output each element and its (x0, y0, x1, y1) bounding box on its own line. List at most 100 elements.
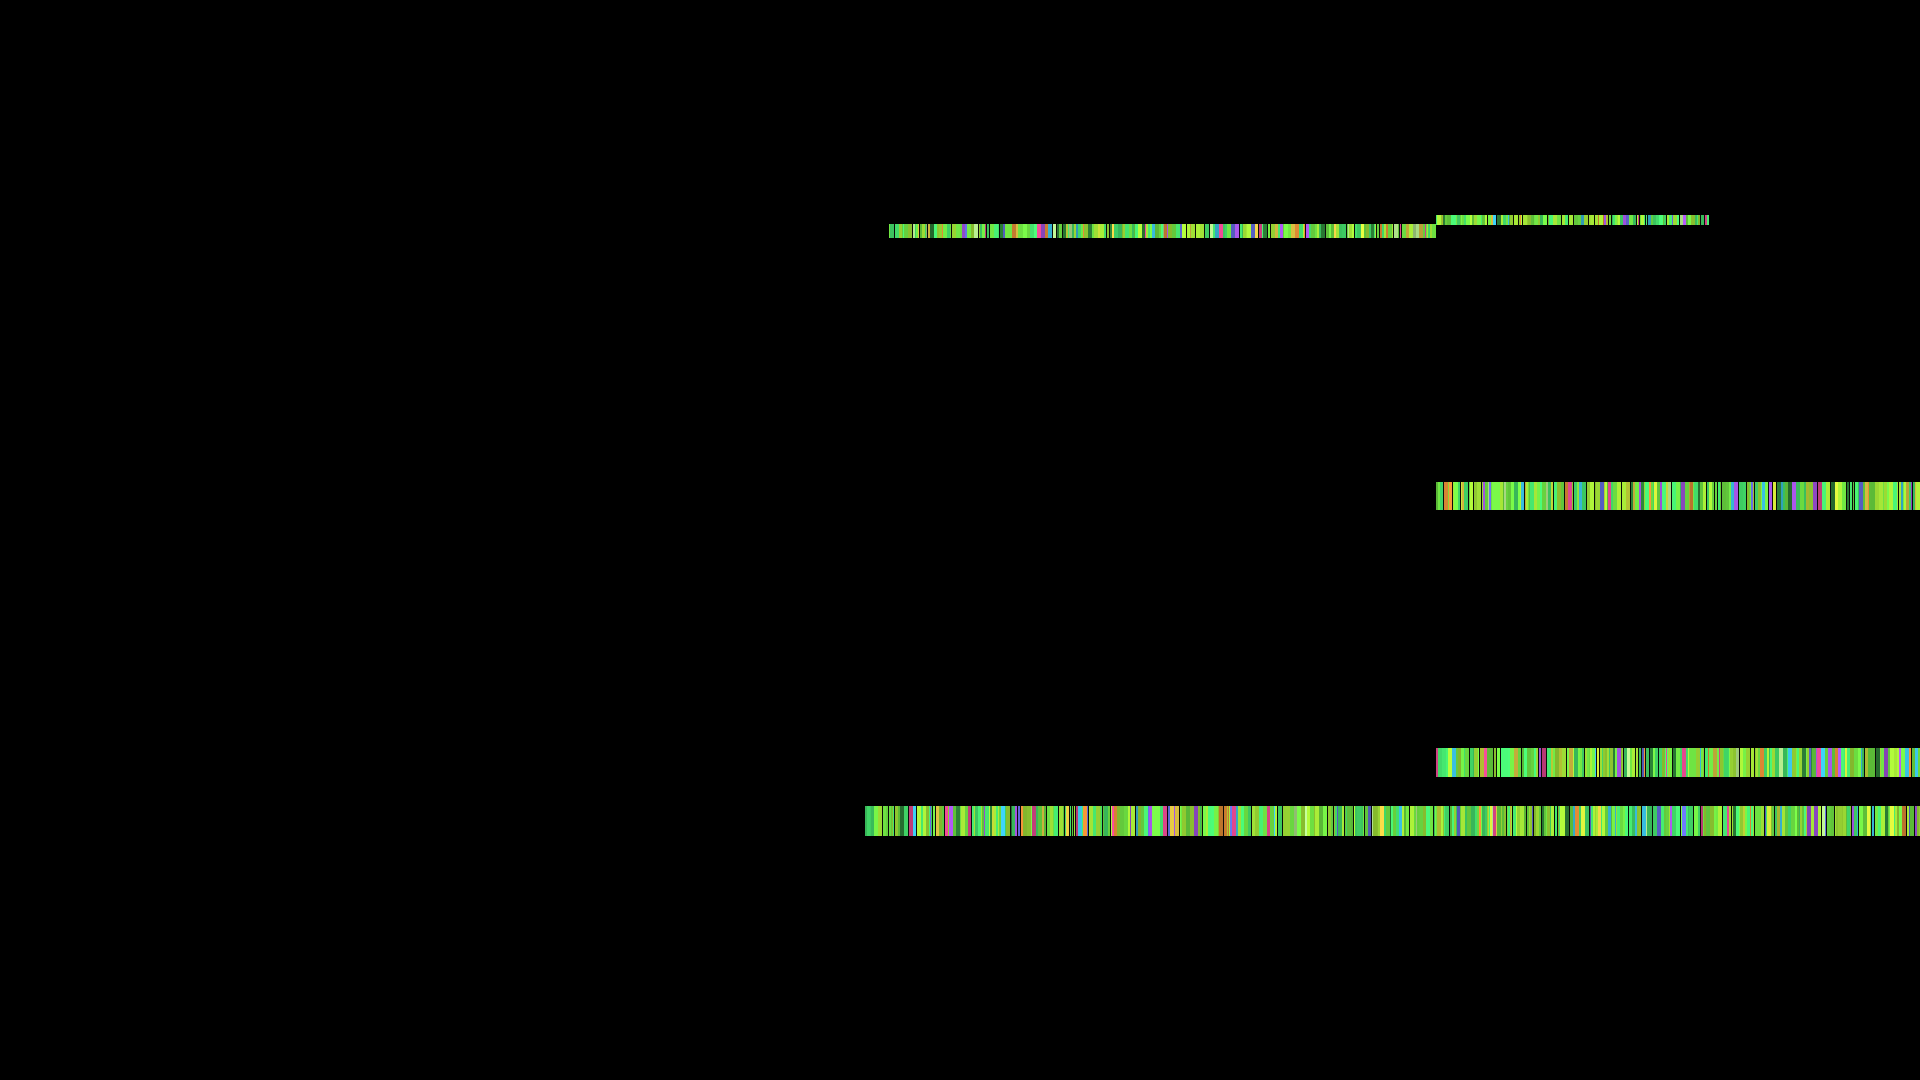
glitch-stripe (1129, 224, 1132, 238)
glitch-stripe (1282, 224, 1283, 238)
glitch-stripe (1724, 748, 1728, 777)
glitch-stripe (1822, 482, 1826, 510)
glitch-stripe (1609, 215, 1611, 225)
glitch-stripe (1104, 806, 1108, 836)
glitch-stripe (1681, 806, 1682, 836)
glitch-stripe (1676, 748, 1680, 777)
glitch-stripe (1186, 806, 1190, 836)
glitch-stripe (1667, 748, 1668, 777)
glitch-stripe (1331, 806, 1333, 836)
glitch-stripe (1587, 482, 1590, 510)
glitch-stripe (1813, 482, 1817, 510)
glitch-stripe (870, 806, 871, 836)
glitch-stripe (1578, 215, 1581, 225)
glitch-stripe (1659, 748, 1662, 777)
glitch-stripe (942, 224, 943, 238)
glitch-stripe (1733, 806, 1736, 836)
glitch-stripe (1540, 482, 1542, 510)
glitch-stripe (1816, 748, 1817, 777)
glitch-stripe (1488, 806, 1489, 836)
glitch-bar-top-right-stripes (1436, 215, 1709, 225)
glitch-stripe (1913, 482, 1915, 510)
glitch-stripe (1092, 224, 1094, 238)
glitch-stripe (1487, 748, 1490, 777)
glitch-stripe (1580, 748, 1582, 777)
glitch-stripe (1703, 482, 1706, 510)
glitch-stripe (963, 806, 965, 836)
glitch-bar-top-left-stripes (889, 224, 1436, 238)
glitch-stripe (1615, 215, 1617, 225)
glitch-stripe (1345, 806, 1346, 836)
glitch-stripe (1346, 806, 1347, 836)
glitch-stripe (981, 806, 982, 836)
glitch-stripe (1319, 224, 1321, 238)
glitch-stripe (1574, 215, 1578, 225)
glitch-stripe (1241, 806, 1244, 836)
glitch-stripe (1214, 806, 1218, 836)
glitch-stripe (1553, 215, 1557, 225)
glitch-stripe (1323, 806, 1327, 836)
glitch-stripe (1297, 806, 1301, 836)
glitch-stripe (1480, 748, 1484, 777)
glitch-stripe (1132, 224, 1134, 238)
glitch-stripe (1445, 806, 1449, 836)
glitch-stripe (1700, 748, 1701, 777)
glitch-stripe (1255, 224, 1258, 238)
glitch-stripe (1626, 215, 1629, 225)
glitch-stripe (1899, 748, 1901, 777)
glitch-stripe (1497, 806, 1501, 836)
glitch-stripe (1275, 224, 1278, 238)
glitch-stripe (1640, 215, 1641, 225)
glitch-stripe (1888, 748, 1890, 777)
glitch-stripe (1723, 748, 1724, 777)
glitch-stripe (1555, 806, 1557, 836)
glitch-stripe (1686, 748, 1688, 777)
glitch-stripe (1603, 748, 1605, 777)
glitch-stripe (1242, 224, 1243, 238)
glitch-stripe (1825, 748, 1827, 777)
glitch-stripe (1467, 806, 1471, 836)
glitch-stripe (1850, 748, 1854, 777)
glitch-stripe (1817, 748, 1821, 777)
glitch-stripe (1066, 806, 1069, 836)
glitch-stripe (985, 224, 986, 238)
glitch-stripe (1536, 748, 1538, 777)
glitch-stripe (1490, 748, 1493, 777)
glitch-stripe (1899, 806, 1902, 836)
glitch-stripe (1756, 748, 1758, 777)
glitch-stripe (1603, 215, 1604, 225)
glitch-stripe (1638, 215, 1639, 225)
glitch-stripe (1605, 482, 1607, 510)
glitch-stripe (1180, 806, 1181, 836)
glitch-stripe (1464, 482, 1468, 510)
glitch-stripe (1066, 224, 1068, 238)
glitch-stripe (1835, 748, 1838, 777)
glitch-stripe (1865, 748, 1868, 777)
glitch-stripe (1326, 224, 1329, 238)
glitch-stripe (1730, 748, 1732, 777)
glitch-stripe (945, 806, 948, 836)
glitch-stripe (991, 224, 994, 238)
glitch-stripe (1104, 224, 1106, 238)
glitch-stripe (1428, 224, 1430, 238)
glitch-stripe (1045, 224, 1048, 238)
glitch-stripe (1391, 806, 1393, 836)
glitch-stripe (1048, 224, 1052, 238)
glitch-stripe (1118, 224, 1122, 238)
glitch-stripe (1672, 482, 1676, 510)
glitch-stripe (1230, 806, 1232, 836)
glitch-stripe (1698, 482, 1700, 510)
glitch-stripe (1589, 748, 1590, 777)
glitch-stripe (1755, 806, 1756, 836)
glitch-stripe (937, 224, 939, 238)
glitch-stripe (1016, 224, 1018, 238)
glitch-bar-lower-right-stripes (1436, 748, 1920, 777)
glitch-stripe (1406, 806, 1409, 836)
glitch-stripe (1688, 806, 1689, 836)
glitch-stripe (909, 806, 913, 836)
glitch-stripe (1644, 215, 1645, 225)
glitch-stripe (1042, 806, 1044, 836)
glitch-stripe (965, 806, 968, 836)
glitch-stripe (1616, 806, 1617, 836)
glitch-stripe (1582, 748, 1584, 777)
